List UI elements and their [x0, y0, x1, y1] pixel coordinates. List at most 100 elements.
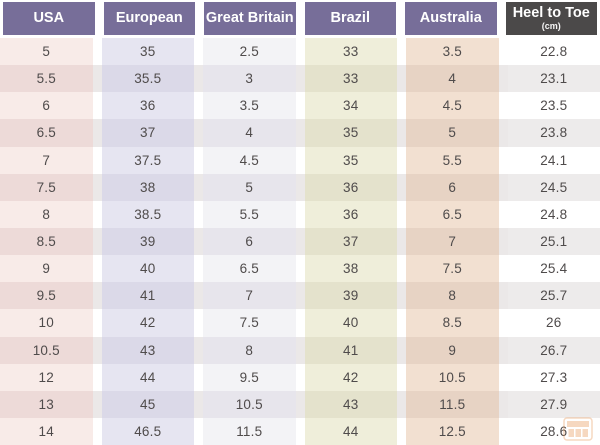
table-cell-australia: 3.5 [406, 38, 499, 66]
table-cell-usa: 13 [0, 390, 93, 418]
table-cell-brazil: 35 [304, 146, 397, 174]
table-cell-european: 43 [101, 336, 194, 364]
table-cell-usa: 6.5 [0, 119, 93, 147]
table-cell-australia: 9 [406, 336, 499, 364]
table-row: 10 42 7.5 40 8.5 26 [0, 309, 600, 337]
table-cell-australia: 6.5 [406, 200, 499, 228]
column-header-brazil: Brazil [304, 2, 396, 35]
table-cell-brazil: 36 [304, 173, 397, 201]
table-cell-european: 39 [101, 227, 194, 256]
table-cell-great-britain: 3 [203, 65, 296, 93]
table-cell-european: 38 [101, 173, 194, 201]
table-cell-european: 42 [101, 309, 194, 337]
table-cell-great-britain: 3.5 [203, 92, 296, 120]
table-cell-heel-to-toe: 26.7 [507, 336, 600, 364]
table-cell-brazil: 34 [304, 92, 397, 120]
column-header-label: Great Britain [205, 9, 294, 26]
table-cell-heel-to-toe: 27.3 [507, 363, 600, 391]
table-cell-heel-to-toe: 23.8 [507, 119, 600, 147]
table-cell-usa: 7 [0, 146, 93, 174]
column-header-great-britain: Great Britain [204, 2, 296, 35]
table-row: 10.5 43 8 41 9 26.7 [0, 336, 600, 364]
table-cell-australia: 11.5 [406, 390, 499, 418]
table-cell-usa: 9.5 [0, 282, 93, 310]
table-cell-european: 41 [101, 282, 194, 310]
table-row: 13 45 10.5 43 11.5 27.9 [0, 390, 600, 418]
table-cell-heel-to-toe: 22.8 [507, 38, 600, 66]
table-cell-australia: 4.5 [406, 92, 499, 120]
table-cell-heel-to-toe: 27.9 [507, 390, 600, 418]
table-cell-brazil: 35 [304, 119, 397, 147]
table-cell-usa: 8.5 [0, 227, 93, 256]
table-row: 5.5 35.5 3 33 4 23.1 [0, 65, 600, 93]
table-cell-heel-to-toe: 25.4 [507, 255, 600, 283]
table-cell-heel-to-toe: 24.8 [507, 200, 600, 228]
table-row: 12 44 9.5 42 10.5 27.3 [0, 363, 600, 391]
table-cell-great-britain: 10.5 [203, 390, 296, 418]
table-row: 14 46.5 11.5 44 12.5 28.6 [0, 417, 600, 445]
table-row: 9 40 6.5 38 7.5 25.4 [0, 255, 600, 283]
table-row: 9.5 41 7 39 8 25.7 [0, 282, 600, 310]
table-cell-brazil: 37 [304, 227, 397, 256]
table-cell-heel-to-toe: 23.1 [507, 65, 600, 93]
table-cell-great-britain: 6.5 [203, 255, 296, 283]
table-cell-european: 37 [101, 119, 194, 147]
column-header-label: Heel to Toe [512, 4, 590, 21]
table-cell-brazil: 33 [304, 65, 397, 93]
column-header-australia: Australia [405, 2, 497, 35]
table-cell-great-britain: 7 [203, 282, 296, 310]
table-cell-great-britain: 6 [203, 227, 296, 256]
table-cell-great-britain: 2.5 [203, 38, 296, 66]
table-cell-heel-to-toe: 23.5 [507, 92, 600, 120]
column-header-label: Australia [419, 9, 482, 26]
table-cell-australia: 4 [406, 65, 499, 93]
table-row: 6.5 37 4 35 5 23.8 [0, 119, 600, 147]
table-cell-usa: 8 [0, 200, 93, 228]
table-cell-usa: 9 [0, 255, 93, 283]
table-cell-european: 36 [101, 92, 194, 120]
table-cell-great-britain: 9.5 [203, 363, 296, 391]
table-cell-australia: 6 [406, 173, 499, 201]
column-header-label: USA [33, 9, 65, 26]
table-cell-european: 45 [101, 390, 194, 418]
table-cell-australia: 8.5 [406, 309, 499, 337]
table-cell-australia: 5.5 [406, 146, 499, 174]
table-cell-australia: 5 [406, 119, 499, 147]
table-cell-australia: 12.5 [406, 417, 499, 445]
table-cell-great-britain: 11.5 [203, 417, 296, 445]
table-cell-brazil: 43 [304, 390, 397, 418]
table-cell-heel-to-toe: 25.7 [507, 282, 600, 310]
table-cell-great-britain: 8 [203, 336, 296, 364]
column-header-usa: USA [3, 2, 95, 35]
table-cell-usa: 10.5 [0, 336, 93, 364]
column-header-heel-to-toe: Heel to Toe (cm) [505, 2, 597, 35]
table-cell-heel-to-toe: 26 [507, 309, 600, 337]
table-cell-usa: 5.5 [0, 65, 93, 93]
column-header-label: Brazil [330, 9, 371, 26]
table-cell-australia: 8 [406, 282, 499, 310]
table-header-row: USA European Great Britain Brazil Australia H… [0, 0, 600, 35]
table-cell-brazil: 44 [304, 417, 397, 445]
table-cell-brazil: 38 [304, 255, 397, 283]
table-cell-heel-to-toe: 25.1 [507, 227, 600, 256]
table-cell-usa: 14 [0, 417, 93, 445]
column-header-european: European [103, 2, 195, 35]
table-cell-european: 46.5 [101, 417, 194, 445]
table-body: 5 35 2.5 33 3.5 22.8 5.5 35.5 3 33 4 23.1 6 36 3.5 34 4.… [0, 38, 600, 445]
table-cell-usa: 10 [0, 309, 93, 337]
table-cell-australia: 7 [406, 227, 499, 256]
table-cell-usa: 12 [0, 363, 93, 391]
table-cell-european: 37.5 [101, 146, 194, 174]
table-cell-european: 44 [101, 363, 194, 391]
table-row: 8.5 39 6 37 7 25.1 [0, 227, 600, 256]
table-cell-australia: 10.5 [406, 363, 499, 391]
table-row: 5 35 2.5 33 3.5 22.8 [0, 38, 600, 66]
table-cell-heel-to-toe: 24.5 [507, 173, 600, 201]
table-cell-usa: 5 [0, 38, 93, 66]
table-cell-australia: 7.5 [406, 255, 499, 283]
column-header-label: European [115, 9, 183, 26]
table-row: 8 38.5 5.5 36 6.5 24.8 [0, 200, 600, 228]
table-cell-great-britain: 5 [203, 173, 296, 201]
table-cell-great-britain: 7.5 [203, 309, 296, 337]
table-cell-usa: 7.5 [0, 173, 93, 201]
